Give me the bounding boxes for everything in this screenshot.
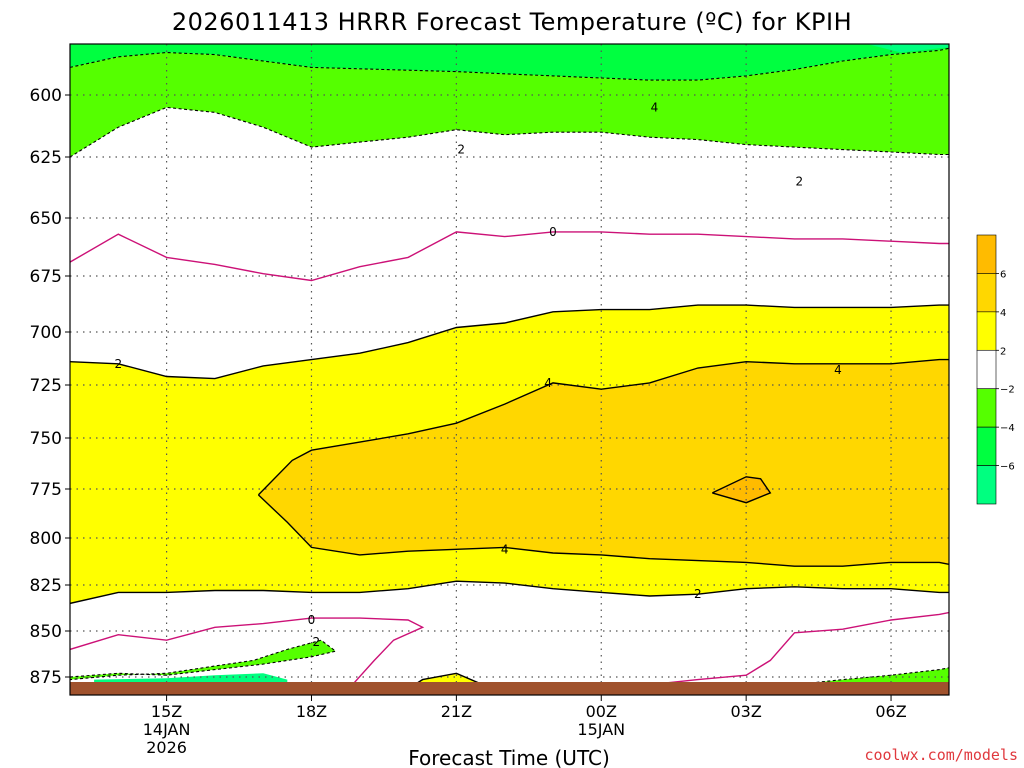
colorbar-swatch: [976, 426, 997, 466]
colorbar-tick-label: −6: [1000, 462, 1015, 473]
contour-label: 4: [544, 376, 552, 390]
contour-line-2: [70, 231, 949, 282]
y-tick-label: 700: [30, 323, 62, 343]
contour-label: 2: [795, 174, 803, 188]
contour-line-4: [257, 358, 949, 496]
contour-label: 0: [308, 613, 316, 627]
colorbar-swatch: [976, 311, 997, 351]
x-tick-label: 00Z: [586, 702, 617, 721]
colorbar-tick-label: 6: [1000, 269, 1006, 280]
contour-labels: 4 2 2 0 2 4 4 4 2 0 2: [114, 100, 841, 649]
contour-lines: [70, 47, 949, 695]
y-tick-label: 825: [30, 576, 62, 596]
colorbar-tick-label: 2: [1000, 346, 1006, 357]
x-tick-label: 15Z: [151, 702, 182, 721]
colorbar-tick-label: −2: [1000, 385, 1015, 396]
x-tick-label: 15JAN: [577, 720, 625, 739]
colorbar-tick-label: 4: [1000, 308, 1006, 319]
fill-cold-upper-green: [70, 48, 949, 157]
contour-label: 4: [834, 363, 842, 377]
contour-line-6: [711, 476, 772, 504]
plot-area: [70, 44, 949, 695]
fill-cold-upper-darkgreen: [70, 44, 949, 81]
contour-line-12: [794, 667, 949, 686]
contour-label: 0: [549, 225, 557, 239]
ground-surface: [70, 682, 949, 695]
colorbar: 6 4 2 −2 −4 −6: [976, 234, 1015, 505]
fill-cold-lower-left-green: [70, 640, 336, 695]
x-tick-label: 2026: [146, 738, 187, 757]
colorbar-swatch: [976, 234, 997, 274]
colorbar-swatch: [976, 349, 997, 390]
fill-cold-top-right: [866, 44, 949, 53]
contour-label: 2: [312, 635, 320, 649]
y-tick-label: 600: [30, 86, 62, 106]
contour-line-0: [70, 47, 949, 81]
contour-label: 4: [501, 542, 509, 556]
contour-label: 2: [457, 143, 465, 157]
y-tick-label: 800: [30, 529, 62, 549]
x-tick-label: 06Z: [875, 702, 906, 721]
x-axis-label: Forecast Time (UTC): [408, 746, 610, 768]
plot-frame: [69, 43, 950, 696]
fill-warm-gold: [258, 359, 949, 567]
chart-title: 2026011413 HRRR Forecast Temperature (ºC…: [172, 8, 852, 36]
contour-label: 2: [694, 587, 702, 601]
colorbar-swatch: [976, 273, 997, 313]
contour-line-10: [70, 639, 337, 681]
y-tick-label: 850: [30, 622, 62, 642]
y-tick-label: 625: [30, 148, 62, 168]
contour-label: 2: [114, 357, 122, 371]
y-tick-label: 775: [30, 480, 62, 500]
y-tick-label: 875: [30, 668, 62, 688]
x-tick-label: 14JAN: [143, 720, 191, 739]
fill-warm-orange: [712, 476, 771, 503]
y-tick-label: 750: [30, 429, 62, 449]
contour-line-7: [70, 580, 949, 605]
y-axis-ticks: 600 625 650 675 700 725 750 775 800 825 850 875: [30, 86, 70, 688]
x-tick-label: 21Z: [441, 702, 472, 721]
y-tick-label: 725: [30, 376, 62, 396]
x-tick-label: 03Z: [730, 702, 761, 721]
x-tick-label: 18Z: [296, 702, 327, 721]
contour-line-3: [70, 304, 949, 380]
contour-line-5: [257, 494, 949, 567]
y-tick-label: 650: [30, 209, 62, 229]
y-tick-label: 675: [30, 267, 62, 287]
contour-line-1: [70, 106, 949, 158]
credit-text: coolwx.com/models: [864, 746, 1018, 764]
colorbar-tick-label: −4: [1000, 423, 1015, 434]
contour-line-8: [70, 617, 425, 695]
contour-label: 4: [651, 100, 659, 114]
colorbar-swatch: [976, 465, 997, 505]
colorbar-swatch: [976, 388, 997, 428]
grid-lines: [70, 44, 949, 695]
